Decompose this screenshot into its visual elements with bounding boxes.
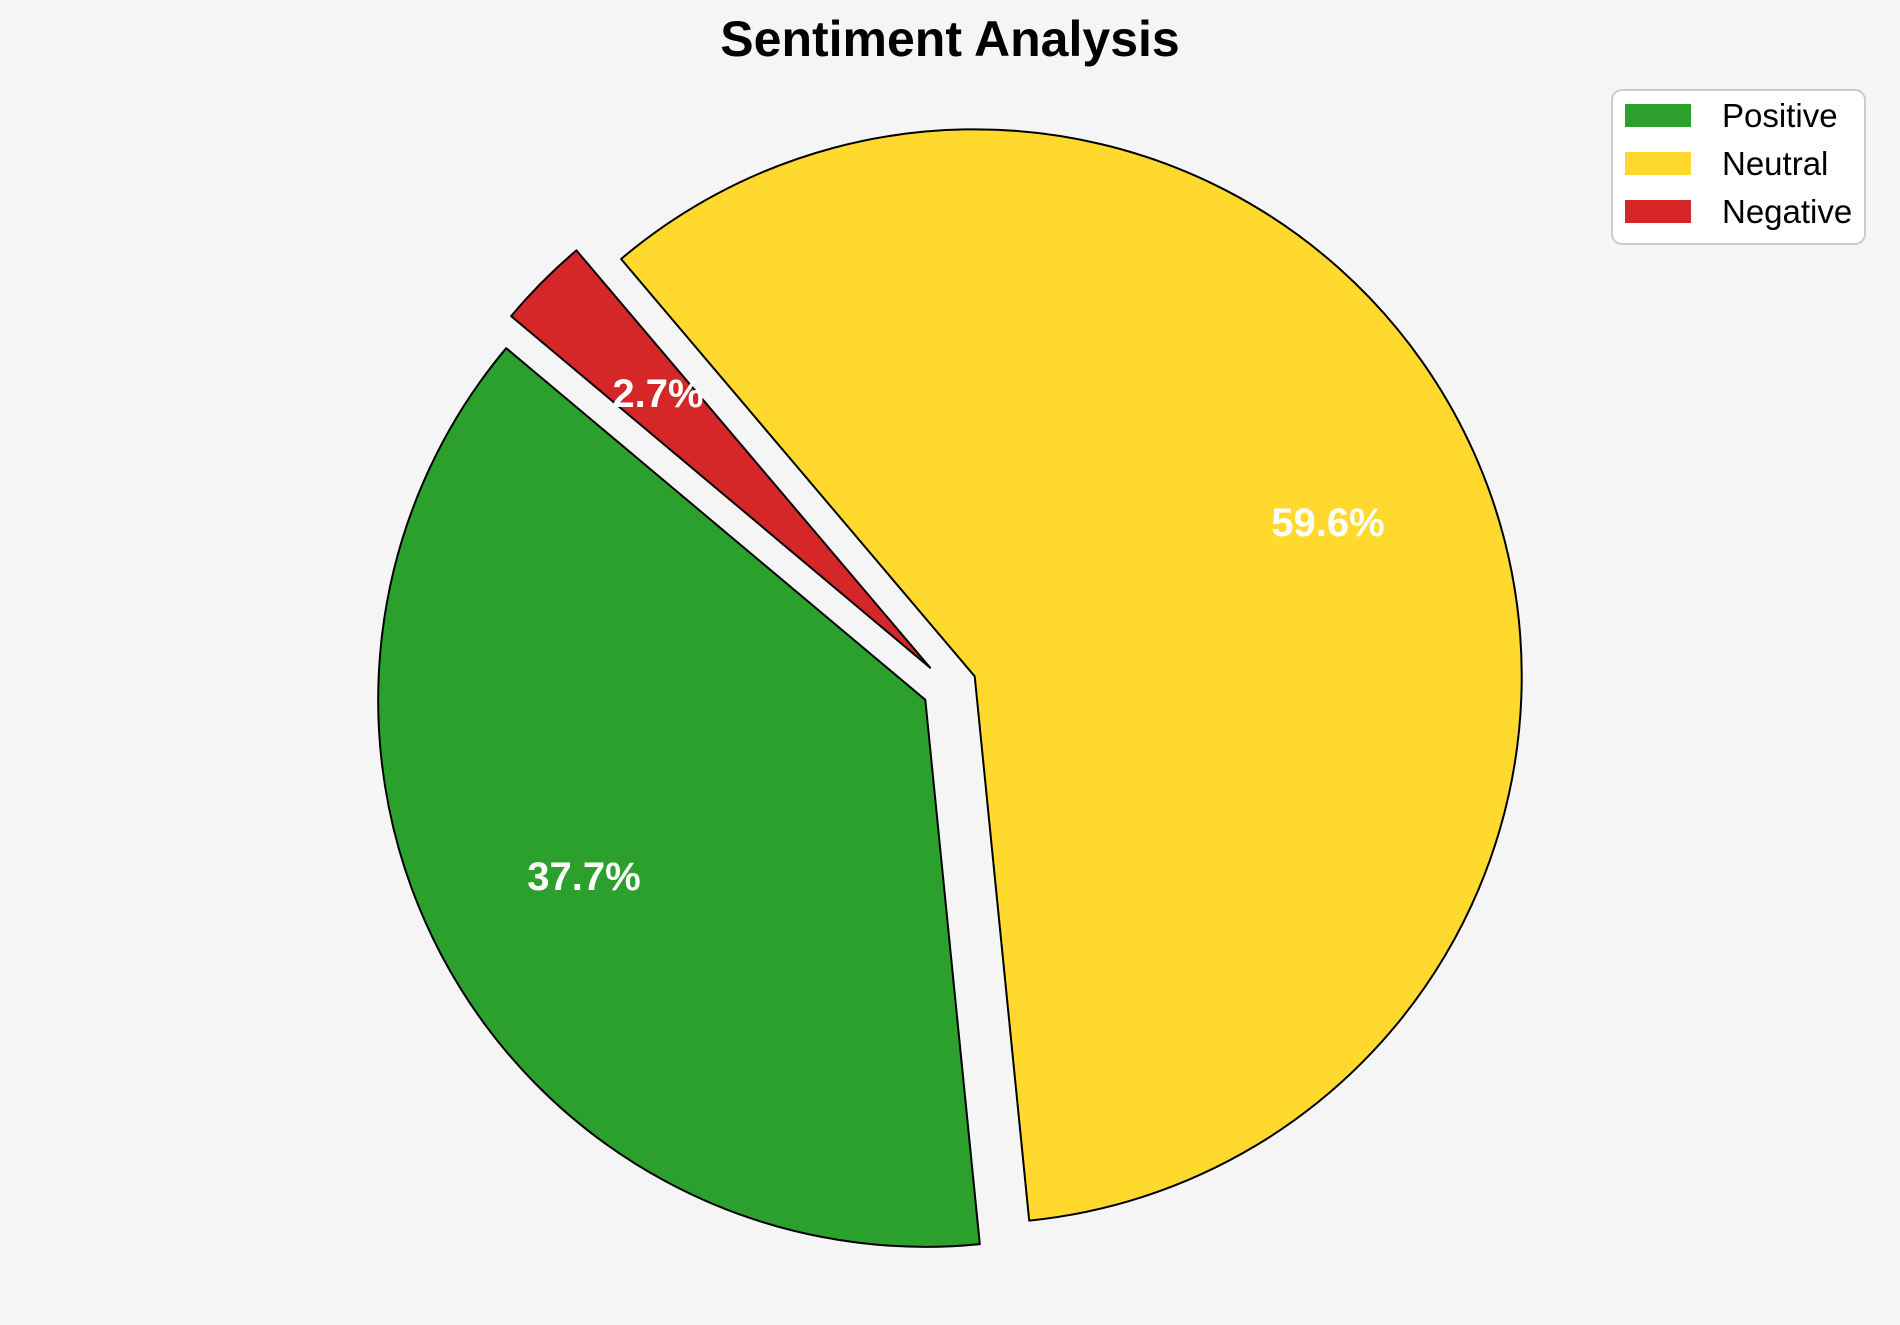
svg-text:Neutral: Neutral: [1722, 145, 1828, 182]
svg-text:2.7%: 2.7%: [612, 372, 703, 416]
svg-text:59.6%: 59.6%: [1271, 501, 1384, 545]
svg-text:Sentiment Analysis: Sentiment Analysis: [720, 11, 1179, 67]
svg-text:Positive: Positive: [1722, 97, 1838, 134]
svg-text:Negative: Negative: [1722, 193, 1852, 230]
svg-text:37.7%: 37.7%: [527, 855, 640, 899]
